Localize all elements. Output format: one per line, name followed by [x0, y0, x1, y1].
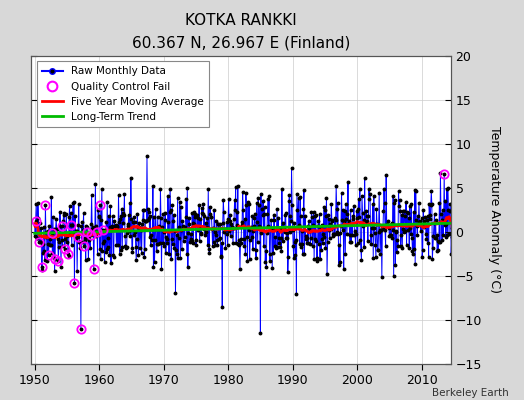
Legend: Raw Monthly Data, Quality Control Fail, Five Year Moving Average, Long-Term Tren: Raw Monthly Data, Quality Control Fail, … [37, 61, 209, 127]
Y-axis label: Temperature Anomaly (°C): Temperature Anomaly (°C) [488, 126, 501, 294]
Text: Berkeley Earth: Berkeley Earth [432, 388, 508, 398]
Title: KOTKA RANKKI
60.367 N, 26.967 E (Finland): KOTKA RANKKI 60.367 N, 26.967 E (Finland… [132, 14, 350, 51]
